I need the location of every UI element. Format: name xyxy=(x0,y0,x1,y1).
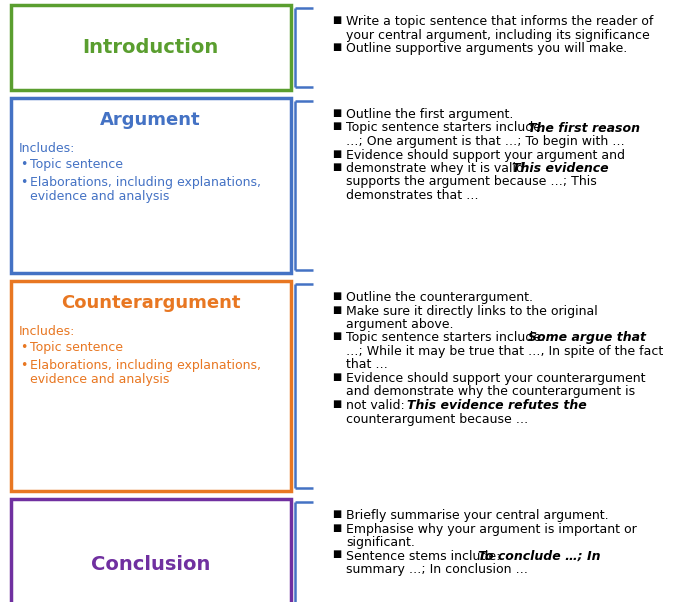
Text: Briefly summarise your central argument.: Briefly summarise your central argument. xyxy=(346,509,609,522)
Text: •: • xyxy=(20,158,28,171)
Text: Evidence should support your counterargument: Evidence should support your counterargu… xyxy=(346,372,646,385)
Text: ■: ■ xyxy=(332,162,342,172)
Text: ■: ■ xyxy=(332,509,342,519)
Text: Topic sentence: Topic sentence xyxy=(31,341,123,354)
Text: Write a topic sentence that informs the reader of: Write a topic sentence that informs the … xyxy=(346,15,654,28)
Text: supports the argument because …; This: supports the argument because …; This xyxy=(346,176,597,188)
Text: Topic sentence: Topic sentence xyxy=(31,158,123,171)
Text: ■: ■ xyxy=(332,550,342,559)
Text: ■: ■ xyxy=(332,523,342,533)
Text: Conclusion: Conclusion xyxy=(91,554,210,574)
Text: Includes:: Includes: xyxy=(18,142,75,155)
Text: evidence and analysis: evidence and analysis xyxy=(31,190,170,203)
Text: that …: that … xyxy=(346,359,389,371)
Text: Some argue that: Some argue that xyxy=(528,332,646,344)
Text: your central argument, including its significance: your central argument, including its sig… xyxy=(346,28,650,42)
Text: ■: ■ xyxy=(332,372,342,382)
Text: ■: ■ xyxy=(332,332,342,341)
FancyBboxPatch shape xyxy=(10,98,290,273)
Text: and demonstrate why the counterargument is: and demonstrate why the counterargument … xyxy=(346,385,636,399)
FancyBboxPatch shape xyxy=(10,281,290,491)
Text: Sentence stems include:: Sentence stems include: xyxy=(346,550,505,562)
Text: significant.: significant. xyxy=(346,536,415,549)
Text: To conclude …; In: To conclude …; In xyxy=(479,550,601,562)
Text: •: • xyxy=(20,359,28,372)
Text: evidence and analysis: evidence and analysis xyxy=(31,373,170,386)
Text: Make sure it directly links to the original: Make sure it directly links to the origi… xyxy=(346,305,598,317)
Text: ■: ■ xyxy=(332,15,342,25)
Text: Outline the counterargument.: Outline the counterargument. xyxy=(346,291,533,304)
Text: ■: ■ xyxy=(332,122,342,131)
FancyBboxPatch shape xyxy=(10,5,290,90)
Text: This evidence refutes the: This evidence refutes the xyxy=(407,399,587,412)
Text: Outline the first argument.: Outline the first argument. xyxy=(346,108,514,121)
Text: demonstrates that …: demonstrates that … xyxy=(346,189,479,202)
Text: counterargument because …: counterargument because … xyxy=(346,412,528,426)
Text: Argument: Argument xyxy=(100,111,201,129)
Text: •: • xyxy=(20,341,28,354)
Text: …; While it may be true that …, In spite of the fact: …; While it may be true that …, In spite… xyxy=(346,345,664,358)
Text: ■: ■ xyxy=(332,399,342,409)
Text: Evidence should support your argument and: Evidence should support your argument an… xyxy=(346,149,626,161)
Text: ■: ■ xyxy=(332,149,342,158)
Text: not valid:: not valid: xyxy=(346,399,410,412)
Text: The first reason: The first reason xyxy=(528,122,640,134)
Text: Topic sentence starters include:: Topic sentence starters include: xyxy=(346,332,550,344)
Text: This evidence: This evidence xyxy=(512,162,608,175)
Text: Elaborations, including explanations,: Elaborations, including explanations, xyxy=(31,359,262,372)
Text: Counterargument: Counterargument xyxy=(61,294,240,312)
Text: ■: ■ xyxy=(332,108,342,118)
Text: Introduction: Introduction xyxy=(83,38,218,57)
Text: Emphasise why your argument is important or: Emphasise why your argument is important… xyxy=(346,523,637,536)
Text: ■: ■ xyxy=(332,42,342,52)
Text: …; One argument is that …; To begin with …: …; One argument is that …; To begin with… xyxy=(346,135,625,148)
Text: •: • xyxy=(20,176,28,189)
Text: Outline supportive arguments you will make.: Outline supportive arguments you will ma… xyxy=(346,42,628,55)
FancyBboxPatch shape xyxy=(10,499,290,602)
Text: Topic sentence starters include:: Topic sentence starters include: xyxy=(346,122,550,134)
Text: summary …; In conclusion …: summary …; In conclusion … xyxy=(346,563,528,576)
Text: Elaborations, including explanations,: Elaborations, including explanations, xyxy=(31,176,262,189)
Text: argument above.: argument above. xyxy=(346,318,454,331)
Text: ■: ■ xyxy=(332,291,342,301)
Text: ■: ■ xyxy=(332,305,342,314)
Text: Includes:: Includes: xyxy=(18,325,75,338)
Text: demonstrate whey it is valid:: demonstrate whey it is valid: xyxy=(346,162,533,175)
